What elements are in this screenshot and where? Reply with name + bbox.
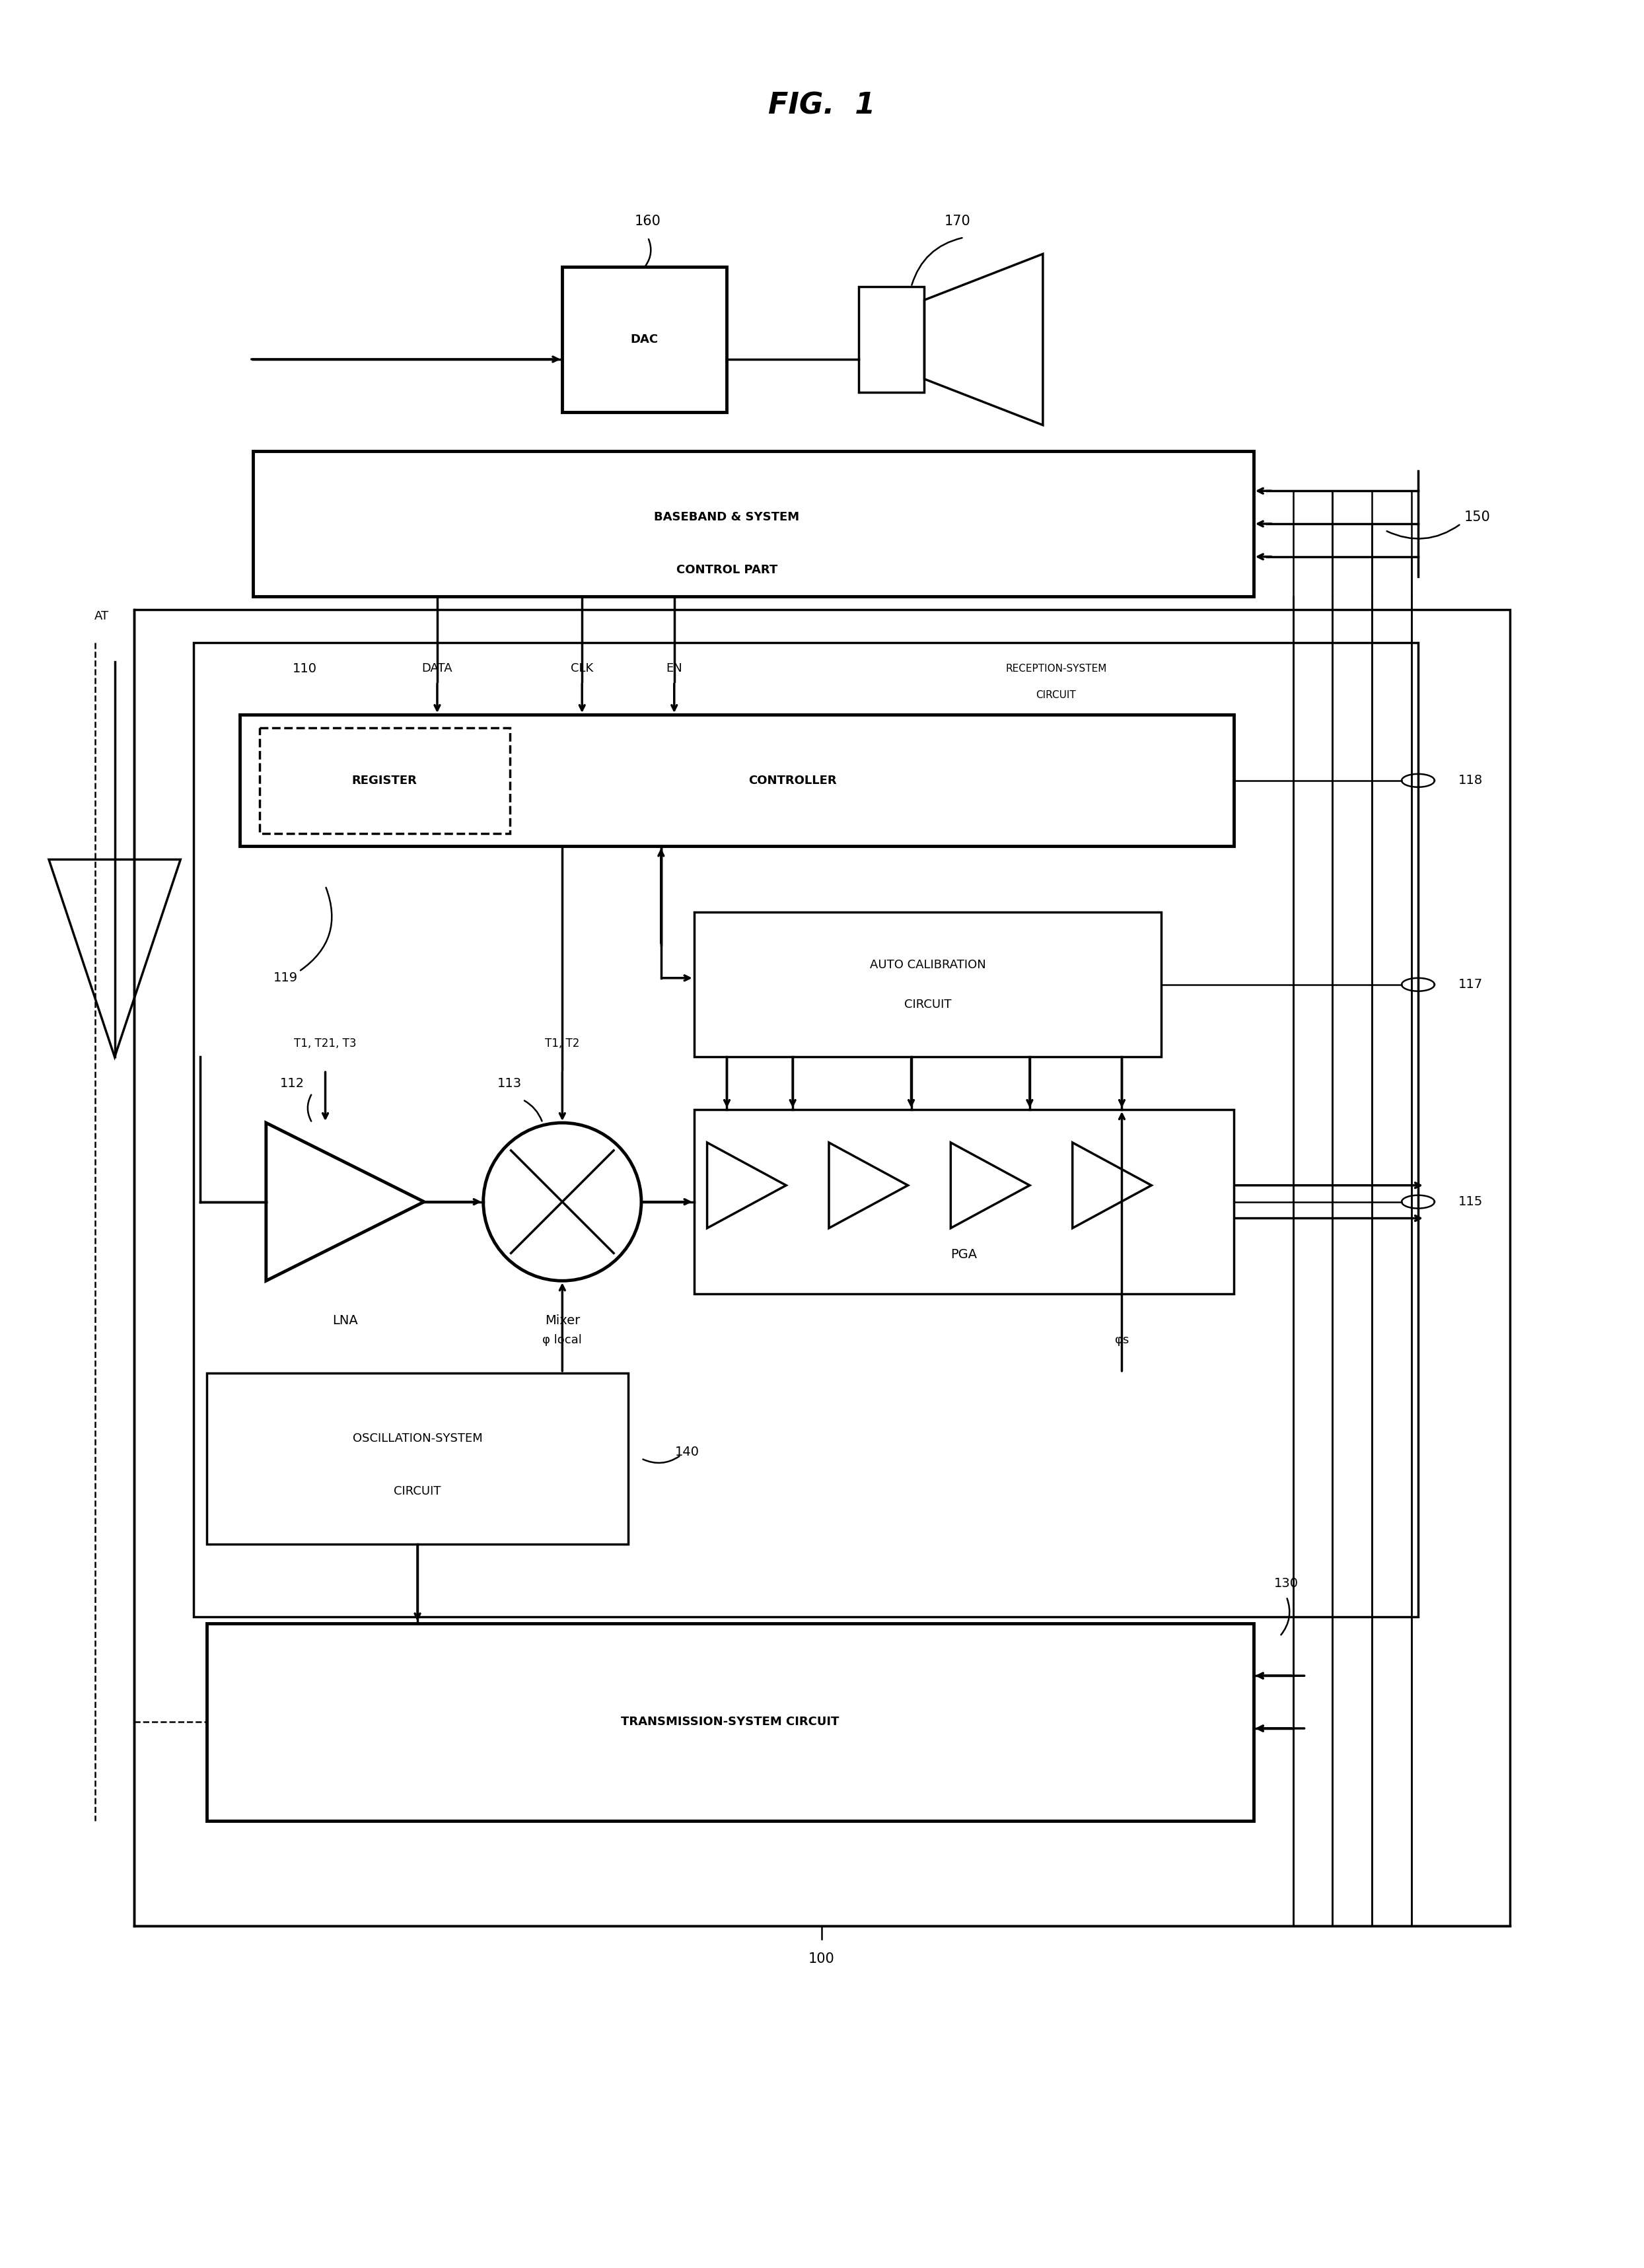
Text: φs: φs (1115, 1334, 1129, 1345)
Text: AT: AT (94, 610, 109, 621)
Text: CIRCUIT: CIRCUIT (395, 1486, 441, 1497)
Bar (260, 728, 510, 832)
Text: CONTROLLER: CONTROLLER (748, 776, 837, 787)
Text: 130: 130 (1274, 1576, 1299, 1590)
Text: 140: 140 (676, 1445, 700, 1458)
Text: PGA: PGA (950, 1247, 977, 1261)
Bar (207, 1372, 628, 1545)
Text: 115: 115 (1458, 1195, 1483, 1209)
Text: LNA: LNA (332, 1313, 358, 1327)
Text: BASEBAND & SYSTEM: BASEBAND & SYSTEM (654, 510, 799, 524)
Text: φ local: φ local (543, 1334, 582, 1345)
Text: CONTROL PART: CONTROL PART (676, 565, 778, 576)
Bar (562, 268, 727, 413)
Bar (240, 714, 1233, 846)
Text: TRANSMISSION-SYSTEM CIRCUIT: TRANSMISSION-SYSTEM CIRCUIT (621, 1717, 840, 1728)
Text: Mixer: Mixer (544, 1313, 580, 1327)
Text: DATA: DATA (423, 662, 452, 674)
Text: CLK: CLK (570, 662, 593, 674)
Text: T1, T21, T3: T1, T21, T3 (294, 1039, 357, 1050)
Text: EN: EN (666, 662, 682, 674)
Text: 170: 170 (944, 215, 970, 227)
Text: 150: 150 (1465, 510, 1491, 524)
Text: 160: 160 (635, 215, 661, 227)
Bar (207, 1624, 1253, 1821)
Text: 119: 119 (273, 971, 298, 984)
Text: 110: 110 (293, 662, 317, 676)
Bar (694, 1109, 1233, 1295)
Text: DAC: DAC (631, 333, 659, 345)
Text: FIG.  1: FIG. 1 (768, 91, 875, 120)
Text: T1, T2: T1, T2 (546, 1039, 580, 1050)
Text: 113: 113 (498, 1077, 521, 1089)
Text: AUTO CALIBRATION: AUTO CALIBRATION (870, 959, 986, 971)
Text: CIRCUIT: CIRCUIT (904, 998, 952, 1009)
Text: REGISTER: REGISTER (352, 776, 418, 787)
Bar (135, 610, 1511, 1926)
Text: 117: 117 (1458, 978, 1483, 991)
Bar (253, 451, 1253, 596)
Bar (858, 286, 924, 392)
Bar (694, 912, 1161, 1057)
Text: 118: 118 (1458, 773, 1483, 787)
Text: OSCILLATION-SYSTEM: OSCILLATION-SYSTEM (352, 1433, 482, 1445)
Text: 100: 100 (809, 1953, 835, 1966)
Text: 112: 112 (279, 1077, 304, 1089)
Bar (194, 642, 1419, 1617)
Text: RECEPTION-SYSTEM: RECEPTION-SYSTEM (1006, 665, 1106, 674)
Text: CIRCUIT: CIRCUIT (1036, 689, 1077, 701)
